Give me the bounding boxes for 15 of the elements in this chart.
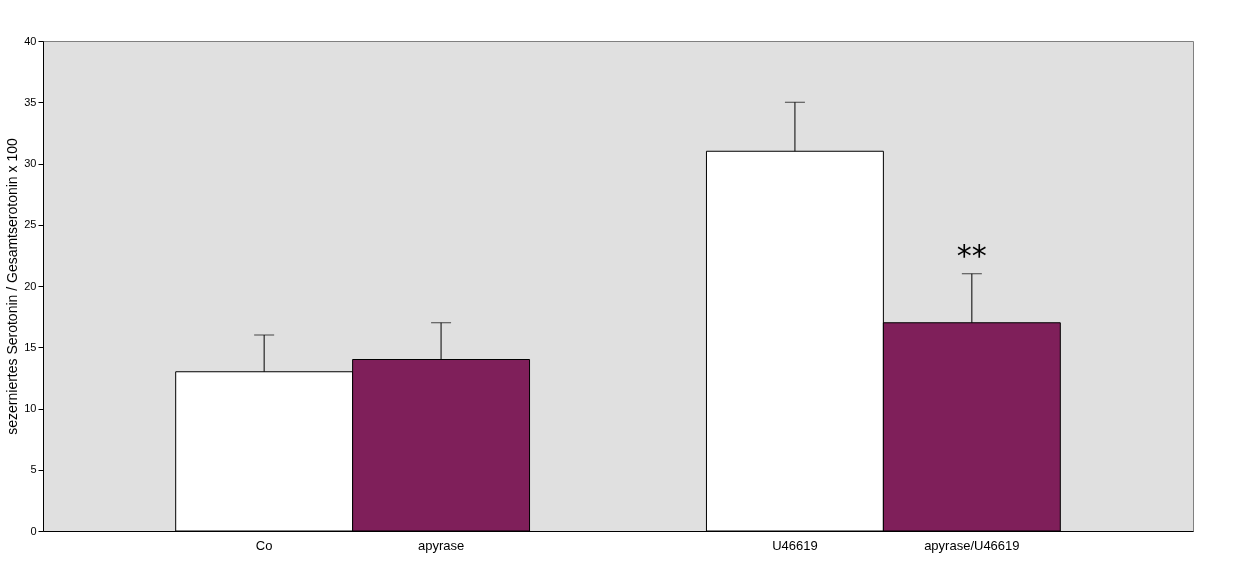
annotation: ** xyxy=(956,237,987,273)
y-tick-label: 15 xyxy=(24,340,37,353)
y-tick-label: 25 xyxy=(24,218,37,231)
y-axis-title: sezerniertes Serotonin / Gesamtserotonin x 100 xyxy=(4,138,21,435)
x-tick-label: apyrase xyxy=(417,537,465,553)
y-tick-label: 20 xyxy=(24,279,37,292)
y-tick-label: 0 xyxy=(30,524,37,537)
x-tick-label: apyrase/U46619 xyxy=(924,537,1020,553)
y-tick-label: 35 xyxy=(24,95,37,108)
y-tick-label: 40 xyxy=(24,34,37,47)
y-tick-label: 5 xyxy=(30,463,37,476)
x-tick-label: U46619 xyxy=(772,537,818,553)
y-tick-label: 30 xyxy=(24,157,37,169)
x-tick-label: Co xyxy=(255,537,273,553)
y-tick-label: 10 xyxy=(24,402,37,414)
